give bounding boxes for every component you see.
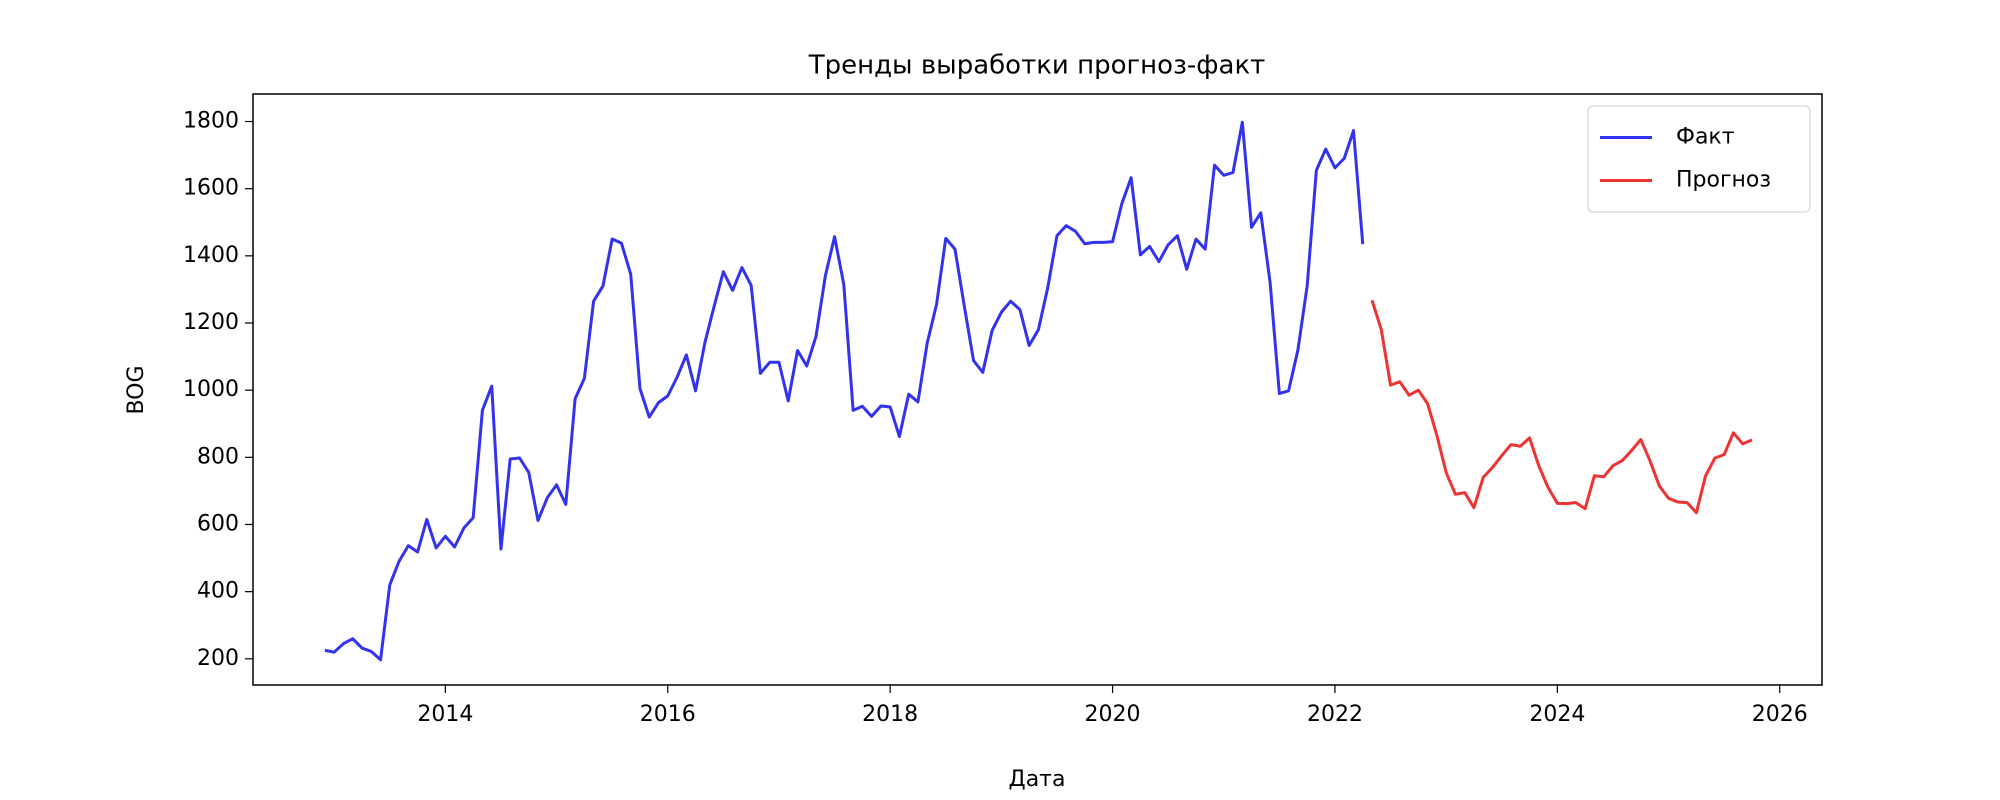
data-line <box>1370 299 1753 515</box>
legend-label: Прогноз <box>1676 168 1771 193</box>
y-tick-label: 200 <box>197 646 239 671</box>
x-axis-label: Дата <box>1009 767 1066 792</box>
legend-label: Факт <box>1676 125 1735 150</box>
y-tick-label: 1200 <box>183 310 239 335</box>
x-tick-label: 2016 <box>640 702 696 727</box>
y-tick-label: 800 <box>197 444 239 469</box>
plot-frame <box>252 93 1823 686</box>
y-tick-label: 1800 <box>183 109 239 134</box>
x-tick-label: 2014 <box>417 702 473 727</box>
y-tick-label: 400 <box>197 579 239 604</box>
y-tick-label: 1000 <box>183 377 239 402</box>
x-tick-label: 2022 <box>1307 702 1363 727</box>
y-tick-label: 600 <box>197 511 239 536</box>
y-tick-label: 1600 <box>183 176 239 201</box>
legend-box <box>1587 105 1811 213</box>
y-axis-label: BOG <box>124 365 149 414</box>
chart-title: Тренды выработки прогноз-факт <box>808 51 1266 81</box>
data-line <box>324 120 1365 662</box>
x-tick-label: 2018 <box>862 702 918 727</box>
x-tick-label: 2020 <box>1085 702 1141 727</box>
y-tick-label: 1400 <box>183 243 239 268</box>
x-tick-label: 2024 <box>1529 702 1585 727</box>
x-tick-label: 2026 <box>1752 702 1808 727</box>
